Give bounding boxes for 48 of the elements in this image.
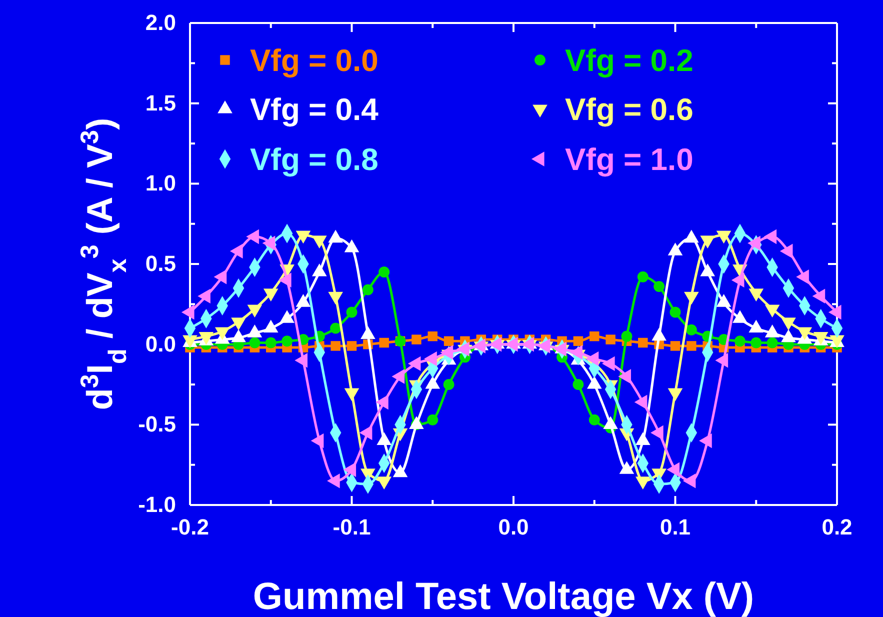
- legend-label: Vfg = 0.2: [565, 43, 694, 78]
- point: [330, 341, 340, 351]
- y-tick-label: -0.5: [138, 412, 176, 437]
- point: [412, 334, 422, 344]
- point: [654, 281, 665, 292]
- point: [572, 379, 584, 390]
- point: [606, 334, 616, 344]
- x-axis-title: Gummel Test Voltage Vx (V): [252, 576, 754, 617]
- x-tick-label: 0.1: [660, 514, 691, 540]
- legend-label: Vfg = 1.0: [565, 142, 694, 177]
- x-tick-label: 0.0: [498, 514, 529, 540]
- point: [346, 341, 357, 351]
- y-tick-label: 0.0: [145, 331, 176, 356]
- y-tick-label: 1.5: [145, 90, 176, 116]
- point: [590, 331, 600, 342]
- legend-label: Vfg = 0.6: [565, 92, 694, 127]
- x-tick-label: -0.1: [332, 514, 371, 540]
- x-tick-label: 0.2: [822, 514, 852, 540]
- point: [346, 306, 358, 318]
- legend-label: Vfg = 0.8: [250, 142, 378, 177]
- point: [427, 414, 438, 426]
- point: [588, 414, 600, 426]
- point: [637, 271, 648, 282]
- y-tick-label: 1.0: [145, 170, 176, 196]
- legend-label: Vfg = 0.4: [250, 92, 380, 127]
- point: [734, 336, 746, 347]
- y-tick-label: 0.5: [145, 251, 176, 276]
- point: [444, 336, 454, 346]
- point: [573, 336, 584, 346]
- point: [686, 341, 696, 351]
- point: [249, 337, 260, 348]
- point: [428, 331, 438, 342]
- legend-label: Vfg = 0.0: [250, 43, 378, 78]
- point: [330, 322, 342, 334]
- point: [638, 338, 648, 348]
- point: [379, 338, 389, 348]
- point: [686, 324, 697, 336]
- point: [750, 337, 762, 348]
- point: [443, 379, 454, 390]
- point: [670, 306, 681, 318]
- point: [621, 330, 632, 342]
- y-tick-label: 2.0: [145, 10, 176, 36]
- point: [670, 341, 680, 351]
- point: [265, 337, 276, 348]
- point: [378, 266, 390, 278]
- point: [362, 284, 374, 296]
- point: [766, 337, 778, 348]
- point: [282, 336, 293, 347]
